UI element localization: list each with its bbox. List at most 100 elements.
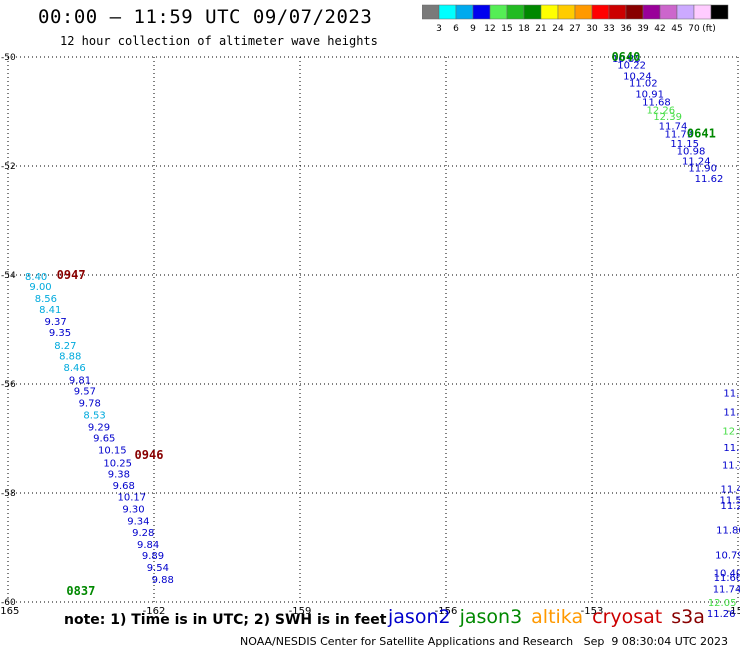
wave-height-label: 11.8 bbox=[723, 389, 740, 400]
wave-height-label: 10.17 bbox=[118, 492, 147, 503]
satellite-legend-jason3: jason3 bbox=[459, 606, 523, 628]
pass-time-label: 0946 bbox=[135, 448, 164, 462]
y-tick-label: -54 bbox=[1, 271, 16, 281]
wave-height-label: 8.56 bbox=[35, 294, 57, 305]
footer-note: note: 1) Time is in UTC; 2) SWH is in fe… bbox=[64, 612, 387, 628]
y-tick-label: -58 bbox=[1, 489, 16, 499]
color-scale-tick-label: 39 bbox=[637, 24, 649, 34]
color-scale-tick-label: 12 bbox=[484, 24, 495, 34]
wave-height-label: 10.40 bbox=[714, 569, 740, 580]
color-scale-tick-label: 15 bbox=[501, 24, 512, 34]
wave-height-label: 11.02 bbox=[629, 79, 658, 90]
x-tick-label: -150 bbox=[727, 606, 740, 617]
wave-height-label: 11.26 bbox=[707, 609, 736, 620]
y-tick-label: -52 bbox=[1, 162, 16, 172]
satellite-legend-jason2: jason2 bbox=[388, 606, 451, 628]
wave-height-label: 8.88 bbox=[59, 352, 81, 363]
wave-height-label: 8.27 bbox=[54, 341, 76, 352]
wave-height-label: 9.38 bbox=[108, 469, 130, 480]
satellite-legend-s3a: s3a bbox=[671, 606, 705, 628]
color-scale-tick-label: 42 bbox=[654, 24, 665, 34]
wave-height-label: 10.15 bbox=[98, 445, 127, 456]
pass-time-label: 0641 bbox=[687, 126, 716, 140]
x-tick-label: -165 bbox=[0, 606, 19, 617]
wave-height-label: 11.80 bbox=[716, 526, 740, 537]
color-scale-tick-label: 24 bbox=[552, 24, 564, 34]
y-tick-label: -60 bbox=[1, 598, 16, 608]
pass-time-label: 0947 bbox=[57, 268, 86, 282]
chart-title: 00:00 – 11:59 UTC 09/07/2023 bbox=[38, 6, 373, 28]
wave-height-label: 9.28 bbox=[132, 528, 154, 539]
wave-height-label: 11.74 bbox=[713, 584, 740, 595]
wave-height-label: 11.24 bbox=[682, 157, 711, 168]
wave-height-label: 11.74 bbox=[659, 122, 688, 133]
color-scale-tick-label: 45 bbox=[671, 24, 682, 34]
color-scale-tick-label: 70 bbox=[688, 24, 700, 34]
wave-height-label: 11.57 bbox=[720, 496, 740, 507]
y-tick-label: -56 bbox=[1, 380, 16, 390]
wave-height-label: 12.5 bbox=[722, 426, 740, 437]
wave-height-label: 11.14 bbox=[722, 461, 740, 472]
wave-height-label: 11.6 bbox=[723, 407, 740, 418]
wave-height-label: 11.2 bbox=[723, 443, 740, 454]
wave-height-label: 9.30 bbox=[122, 504, 144, 515]
wave-height-label: 8.53 bbox=[83, 411, 105, 422]
wave-height-label: 12.05 bbox=[708, 598, 737, 609]
wave-height-label: 9.84 bbox=[137, 540, 159, 551]
satellite-legend-cryosat: cryosat bbox=[592, 606, 663, 628]
color-scale-tick-label: 30 bbox=[586, 24, 598, 34]
wave-height-label: 9.35 bbox=[49, 328, 71, 339]
wave-height-label: 9.29 bbox=[88, 423, 110, 434]
wave-height-label: 10.25 bbox=[103, 458, 132, 469]
color-scale-tick-label: 33 bbox=[603, 24, 614, 34]
wave-height-label: 11.79 bbox=[665, 129, 694, 140]
wave-height-label: 9.00 bbox=[29, 282, 51, 293]
wave-height-label: 8.40 bbox=[25, 272, 47, 283]
pass-time-label: 0837 bbox=[66, 584, 95, 598]
wave-height-label: 9.88 bbox=[152, 575, 174, 586]
chart-subtitle: 12 hour collection of altimeter wave hei… bbox=[60, 34, 378, 48]
wave-height-label: 9.78 bbox=[79, 399, 101, 410]
wave-height-label: 12.39 bbox=[653, 112, 682, 123]
satellite-legend-altika: altika bbox=[531, 606, 584, 628]
wave-height-label: 10.79 bbox=[715, 551, 740, 562]
color-scale-unit: (ft) bbox=[702, 24, 716, 34]
color-scale-tick-label: 9 bbox=[470, 24, 476, 34]
wave-height-label: 11.60 bbox=[714, 573, 740, 584]
wave-height-label: 10.83 bbox=[612, 54, 641, 65]
wave-height-label: 10.24 bbox=[623, 72, 652, 83]
wave-height-label: 9.89 bbox=[142, 551, 164, 562]
x-tick-label: -156 bbox=[435, 606, 458, 617]
wave-height-label: 9.57 bbox=[74, 387, 96, 398]
color-scale-tick-label: 27 bbox=[569, 24, 580, 34]
wave-height-label: 9.37 bbox=[45, 317, 67, 328]
wave-height-label: 11.62 bbox=[695, 174, 724, 185]
color-swatch bbox=[710, 4, 729, 20]
credit-line: NOAA/NESDIS Center for Satellite Applica… bbox=[240, 635, 729, 648]
color-scale-tick-label: 36 bbox=[620, 24, 632, 34]
wave-height-label: 11.15 bbox=[670, 139, 699, 150]
wave-height-label: 11.68 bbox=[642, 98, 671, 109]
wave-height-label: 9.54 bbox=[147, 563, 169, 574]
wave-height-label: 12.26 bbox=[647, 105, 676, 116]
wave-height-label: 9.34 bbox=[127, 516, 149, 527]
color-scale-legend: 3 6 9 12 15 18 21 24 27 30 33 36 39 42 45 70 (ft) bbox=[422, 4, 729, 34]
color-scale-tick-label: 21 bbox=[535, 24, 546, 34]
wave-height-label: 9.65 bbox=[93, 433, 115, 444]
color-scale-tick-label: 3 bbox=[436, 24, 442, 34]
wave-height-label: 8.41 bbox=[39, 305, 61, 316]
x-tick-label: -153 bbox=[581, 606, 604, 617]
wave-height-label: 8.46 bbox=[63, 363, 85, 374]
wave-height-label: 9.68 bbox=[113, 481, 135, 492]
y-tick-label: -50 bbox=[1, 53, 16, 63]
wave-height-label: 11.49 bbox=[720, 485, 740, 496]
pass-time-label: 0640 bbox=[611, 50, 640, 64]
wave-height-label: 9.81 bbox=[69, 376, 91, 387]
wave-height-label: 10.91 bbox=[635, 90, 664, 101]
wave-height-label: 10.98 bbox=[677, 147, 706, 158]
color-scale-tick-label: 6 bbox=[453, 24, 459, 34]
wave-height-label: 11.29 bbox=[720, 501, 740, 512]
x-tick-label: -159 bbox=[289, 606, 312, 617]
x-tick-label: -162 bbox=[143, 606, 166, 617]
